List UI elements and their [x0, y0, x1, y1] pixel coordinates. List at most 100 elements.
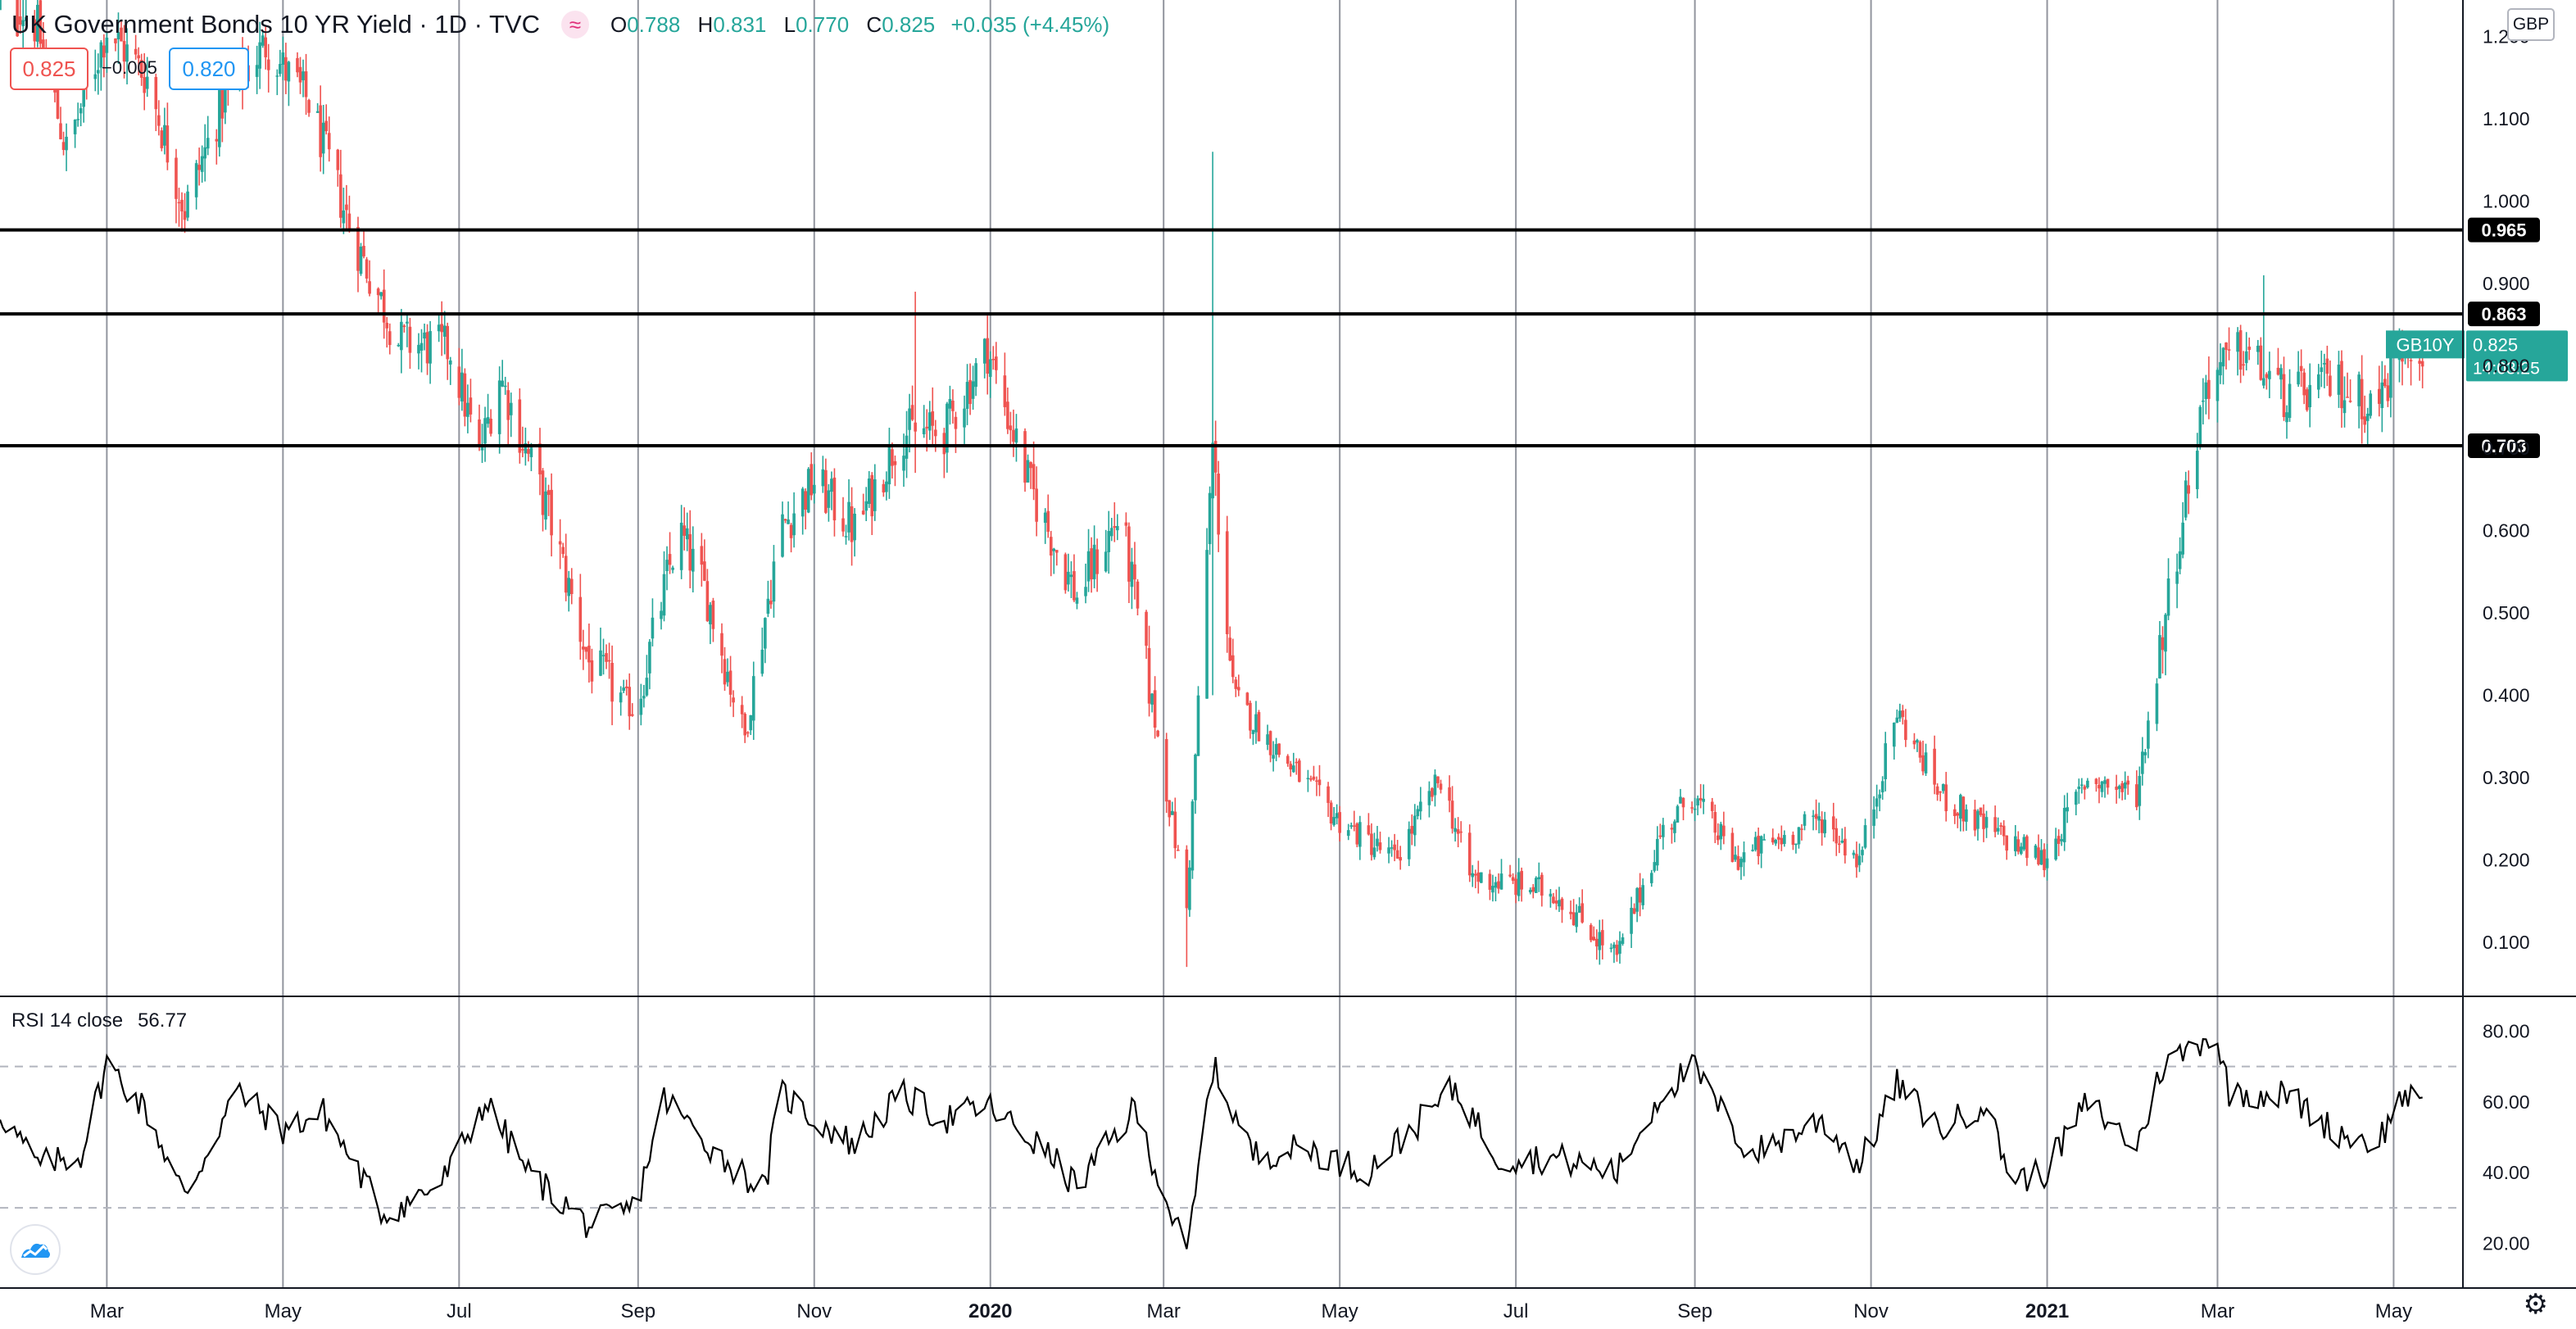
candle-body [1762, 839, 1766, 841]
candle-body [1436, 776, 1440, 783]
currency-button[interactable]: GBP [2507, 8, 2555, 41]
candle-body [1598, 932, 1602, 950]
candle-body [2134, 784, 2138, 808]
candle-body [365, 259, 369, 279]
candle-body [2357, 374, 2361, 406]
candle-body [994, 356, 998, 370]
candle-body [1194, 755, 1197, 801]
candle-body [787, 519, 790, 524]
candle-body [2302, 372, 2306, 396]
candle-body [2141, 751, 2144, 774]
candle-body [1170, 810, 1174, 815]
candle-body [1670, 828, 1674, 830]
candle-body [1399, 857, 1402, 861]
candle-body [2057, 836, 2061, 844]
candle-body [841, 518, 845, 532]
candle-body [1448, 787, 1451, 801]
candle-body [1177, 850, 1180, 851]
candle-body [1433, 774, 1437, 796]
candle-body [417, 344, 420, 354]
candle-body [1679, 796, 1682, 804]
ohlc-low: 0.770 [796, 11, 850, 37]
candle-body [1491, 886, 1494, 893]
price-tick-label: 0.900 [2483, 273, 2530, 294]
candle-body [400, 321, 403, 351]
candle-body [486, 417, 490, 424]
candle-body [1471, 873, 1475, 878]
candle-body [466, 402, 469, 417]
candle-body [448, 360, 452, 365]
candle-body [2204, 382, 2208, 400]
candle-body [1753, 837, 1757, 850]
horizontal-levels[interactable]: 0.965 0.863 0.703 GB10Y 0.825 14:03:25 [0, 217, 2568, 458]
candle-body [1630, 907, 1633, 934]
candle-body [605, 653, 608, 662]
candle-body [76, 119, 79, 120]
candle-body [408, 326, 412, 353]
candle-body [544, 491, 547, 520]
candle-body [1817, 816, 1821, 821]
candle-body [732, 697, 735, 703]
candle-body [1594, 938, 1599, 947]
gear-icon[interactable]: ⚙ [2523, 1289, 2548, 1320]
candle-body [1965, 809, 1968, 822]
candle-body [974, 363, 977, 388]
candle-body [1467, 832, 1472, 876]
candle-body [821, 469, 825, 487]
candle-body [2002, 825, 2006, 837]
candle-body [867, 479, 871, 505]
tradingview-logo-icon[interactable] [10, 1224, 61, 1275]
candle-body [2115, 787, 2118, 790]
candle-body [2389, 357, 2392, 398]
symbol-title[interactable]: UK Government Bonds 10 YR Yield · 1D · T… [11, 10, 540, 39]
candle-body [1730, 832, 1735, 862]
candle-body [1508, 874, 1512, 877]
candle-body [1234, 679, 1238, 689]
candle-body [1736, 855, 1740, 870]
candle-body [1863, 825, 1867, 848]
candle-body [1552, 896, 1555, 904]
candle-body [948, 399, 952, 409]
candle-body [1904, 719, 1907, 741]
candle-body [1289, 764, 1293, 770]
ohlc-close: 0.825 [882, 11, 936, 37]
candle-body [1268, 731, 1272, 755]
candle-body [1698, 797, 1703, 801]
candle-body [564, 556, 568, 593]
candle-body [1254, 714, 1258, 733]
candle-body [2198, 406, 2202, 445]
wave-icon[interactable]: ≈ [560, 11, 589, 39]
candle-body [1901, 710, 1905, 718]
buy-button[interactable]: 0.820 [169, 48, 249, 90]
candle-body [812, 484, 816, 494]
candle-body [154, 76, 158, 110]
candle-body [2062, 807, 2066, 842]
sell-button[interactable]: 0.825 [10, 48, 88, 90]
level-price-label: 0.863 [2481, 304, 2526, 324]
rsi-legend[interactable]: RSI 14 close 56.77 [11, 1009, 187, 1032]
candle-body [1921, 755, 1925, 772]
candle-body [2117, 786, 2121, 789]
candle-body [1831, 816, 1835, 830]
candle-body [1370, 833, 1373, 855]
candle-body [1653, 862, 1657, 871]
candle-body [2022, 837, 2026, 850]
symbol-tag-label: GB10Y [2397, 334, 2455, 355]
candle-body [1702, 798, 1705, 802]
candle-body [1774, 839, 1778, 844]
candle-body [186, 191, 189, 218]
candle-body [139, 60, 143, 78]
x-tick-label: Nov [796, 1300, 832, 1322]
candle-body [550, 489, 553, 536]
candle-body [1959, 795, 1962, 819]
level-price-tag [2468, 217, 2540, 243]
price-tick-label: 0.800 [2483, 356, 2530, 377]
candle-body [93, 74, 98, 79]
candle-body [1996, 828, 2000, 832]
candle-body [1632, 908, 1636, 914]
candle-body [2380, 382, 2384, 409]
candle-body [1494, 882, 1498, 888]
candle-body [1716, 835, 1720, 841]
candle-body [685, 528, 689, 540]
